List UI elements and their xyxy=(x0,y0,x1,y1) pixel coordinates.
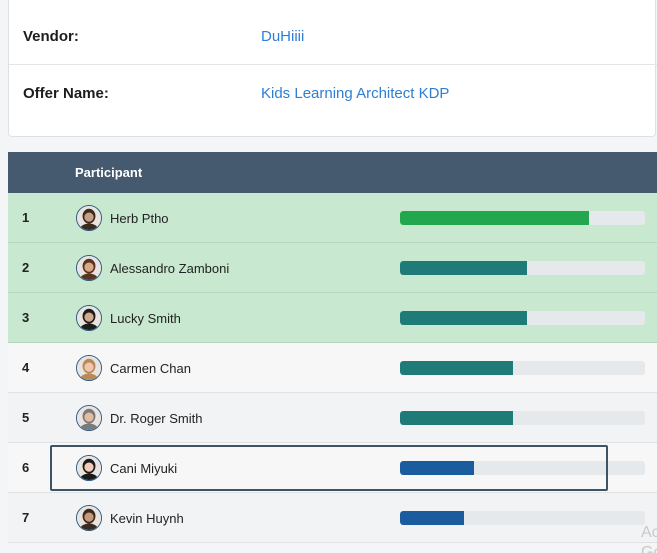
progress-bar xyxy=(400,461,645,475)
progress-bar xyxy=(400,211,645,225)
person-icon xyxy=(77,456,101,480)
leaderboard-table: Participant 1 Herb Ptho 2 Alessandro Zambon… xyxy=(8,152,657,553)
progress-fill xyxy=(400,411,513,425)
activation-watermark: Ac Go xyxy=(641,523,657,553)
avatar xyxy=(76,305,102,331)
progress-fill xyxy=(400,261,528,275)
progress-fill xyxy=(400,461,474,475)
table-header: Participant xyxy=(8,152,657,193)
participant-column-header: Participant xyxy=(75,165,143,180)
participant-name: Alessandro Zamboni xyxy=(110,261,230,276)
person-icon xyxy=(77,356,101,380)
progress-bar xyxy=(400,261,645,275)
progress-fill xyxy=(400,311,528,325)
avatar xyxy=(76,455,102,481)
offer-name-link[interactable]: Kids Learning Architect KDP xyxy=(261,85,450,102)
progress-bar xyxy=(400,511,645,525)
offer-name-label: Offer Name: xyxy=(23,85,109,102)
participant-name: Kevin Huynh xyxy=(110,511,184,526)
participant-name: Carmen Chan xyxy=(110,361,191,376)
person-icon xyxy=(77,256,101,280)
avatar xyxy=(76,255,102,281)
offer-name-row: Offer Name: Kids Learning Architect KDP xyxy=(9,65,657,122)
offer-info-card: Vendor: DuHiiii Offer Name: Kids Learnin… xyxy=(8,0,657,137)
table-row[interactable]: 1 Herb Ptho xyxy=(8,193,657,243)
watermark-line-1: Ac xyxy=(641,524,657,541)
vendor-row: Vendor: DuHiiii xyxy=(9,8,657,65)
rank-number: 1 xyxy=(22,210,30,225)
participant-name: Dr. Roger Smith xyxy=(110,411,203,426)
progress-fill xyxy=(400,211,589,225)
avatar xyxy=(76,405,102,431)
table-row[interactable]: 2 Alessandro Zamboni xyxy=(8,243,657,293)
vendor-label: Vendor: xyxy=(23,27,79,45)
participant-name: Herb Ptho xyxy=(110,211,169,226)
progress-fill xyxy=(400,511,464,525)
table-row[interactable]: 5 Dr. Roger Smith xyxy=(8,393,657,443)
progress-fill xyxy=(400,361,513,375)
table-row[interactable]: 4 Carmen Chan xyxy=(8,343,657,393)
person-icon xyxy=(77,206,101,230)
table-row[interactable]: 6 Cani Miyuki xyxy=(8,443,657,493)
progress-bar xyxy=(400,361,645,375)
table-row[interactable]: 7 Kevin Huynh xyxy=(8,493,657,543)
progress-bar xyxy=(400,411,645,425)
rank-number: 5 xyxy=(22,410,30,425)
avatar xyxy=(76,205,102,231)
avatar xyxy=(76,355,102,381)
progress-bar xyxy=(400,311,645,325)
table-body: 1 Herb Ptho 2 Alessandro Zamboni 3 Lucky Smit… xyxy=(8,193,657,543)
participant-name: Lucky Smith xyxy=(110,311,181,326)
person-icon xyxy=(77,306,101,330)
rank-number: 6 xyxy=(22,460,30,475)
person-icon xyxy=(77,406,101,430)
rank-number: 4 xyxy=(22,360,30,375)
person-icon xyxy=(77,506,101,530)
table-row[interactable]: 3 Lucky Smith xyxy=(8,293,657,343)
avatar xyxy=(76,505,102,531)
rank-number: 2 xyxy=(22,260,30,275)
participant-name: Cani Miyuki xyxy=(110,461,178,476)
rank-number: 3 xyxy=(22,310,30,325)
vendor-link[interactable]: DuHiiii xyxy=(261,27,305,45)
watermark-line-2: Go xyxy=(641,544,657,553)
rank-number: 7 xyxy=(22,510,30,525)
